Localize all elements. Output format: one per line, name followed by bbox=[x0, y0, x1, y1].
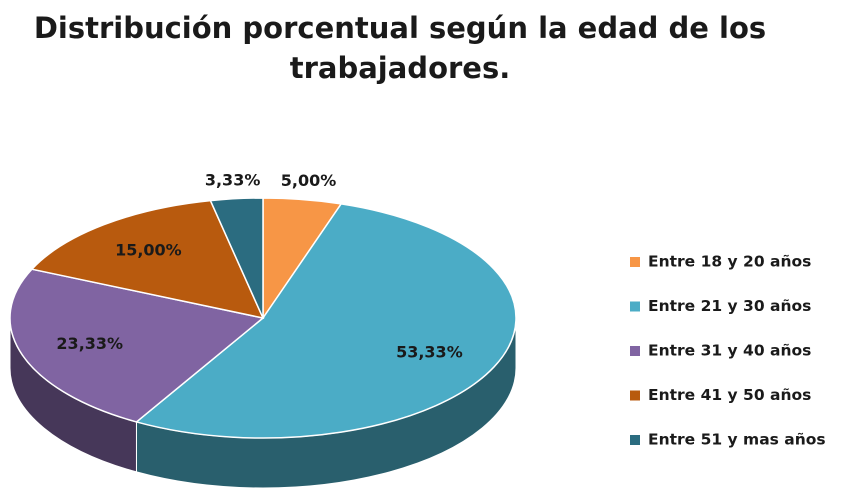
slice bbox=[30, 199, 265, 320]
legend-label: Entre 31 y 40 años bbox=[648, 342, 811, 360]
chart-title: Distribución porcentual según la edad de… bbox=[34, 11, 766, 45]
legend-label: Entre 51 y mas años bbox=[648, 431, 826, 449]
slice bbox=[134, 203, 517, 439]
legend-swatch bbox=[630, 390, 640, 401]
legend-swatch bbox=[630, 257, 640, 267]
slice bbox=[209, 197, 264, 319]
chart-title: trabajadores. bbox=[290, 51, 511, 85]
legend-swatch bbox=[630, 346, 640, 356]
data-label: 5,00% bbox=[281, 171, 337, 190]
data-label: 53,33% bbox=[396, 343, 463, 362]
legend-swatch bbox=[630, 435, 640, 445]
data-label: 23,33% bbox=[56, 334, 123, 353]
slice bbox=[9, 268, 265, 423]
data-label: 3,33% bbox=[205, 170, 261, 189]
legend-label: Entre 21 y 30 años bbox=[648, 297, 811, 315]
legend-swatch bbox=[630, 301, 640, 312]
legend-label: Entre 41 y 50 años bbox=[648, 386, 811, 404]
data-label: 15,00% bbox=[115, 240, 182, 259]
legend-label: Entre 18 y 20 años bbox=[648, 253, 811, 271]
